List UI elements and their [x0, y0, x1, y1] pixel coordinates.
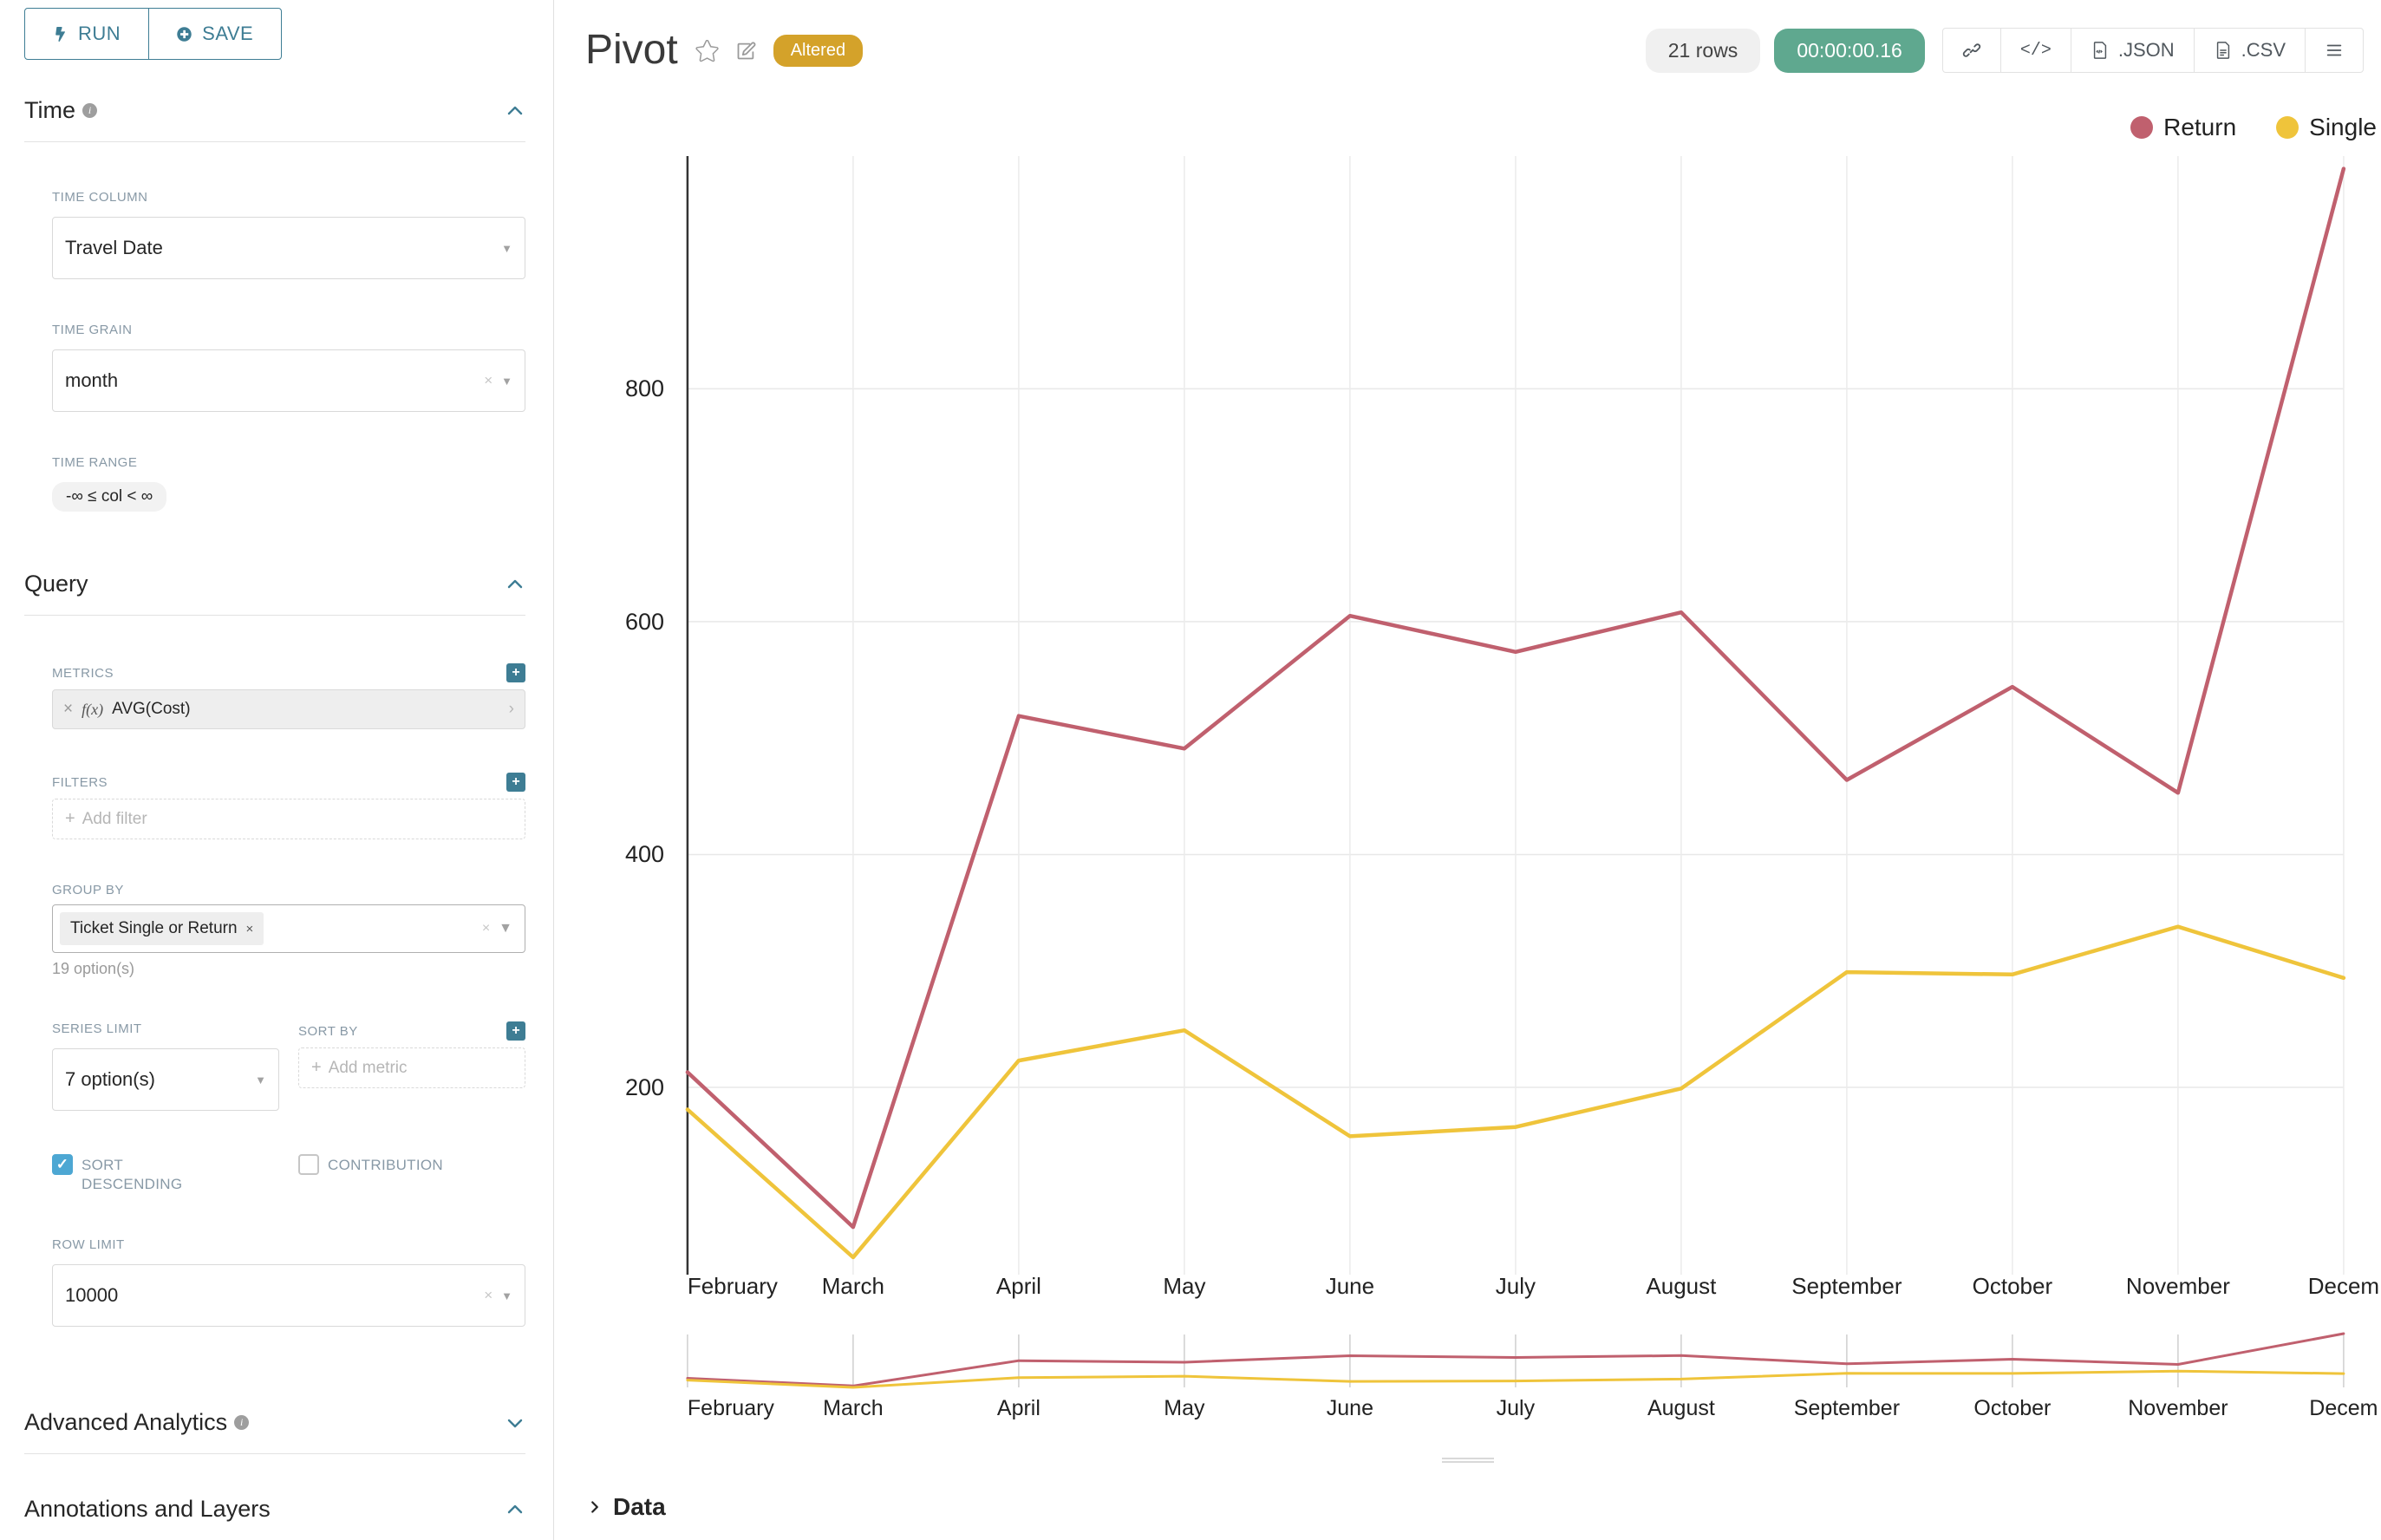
- svg-text:200: 200: [625, 1074, 664, 1100]
- svg-text:July: July: [1497, 1396, 1536, 1420]
- svg-text:May: May: [1164, 1396, 1205, 1420]
- svg-text:October: October: [1973, 1396, 2051, 1420]
- svg-text:November: November: [2126, 1273, 2230, 1299]
- svg-text:400: 400: [625, 841, 664, 867]
- svg-text:May: May: [1163, 1273, 1205, 1299]
- svg-text:November: November: [2128, 1396, 2228, 1420]
- svg-text:July: July: [1496, 1273, 1536, 1299]
- svg-text:February: February: [688, 1273, 778, 1299]
- svg-text:800: 800: [625, 375, 664, 401]
- svg-text:August: August: [1647, 1396, 1715, 1420]
- svg-text:February: February: [688, 1396, 775, 1420]
- svg-text:September: September: [1791, 1273, 1902, 1299]
- svg-text:September: September: [1794, 1396, 1900, 1420]
- svg-text:April: April: [997, 1396, 1040, 1420]
- svg-text:June: June: [1326, 1273, 1374, 1299]
- svg-text:600: 600: [625, 609, 664, 635]
- svg-text:June: June: [1327, 1396, 1373, 1420]
- svg-text:Decem: Decem: [2309, 1396, 2378, 1420]
- svg-text:August: August: [1646, 1273, 1717, 1299]
- svg-text:March: March: [822, 1273, 884, 1299]
- svg-text:Decem: Decem: [2308, 1273, 2379, 1299]
- svg-text:October: October: [1973, 1273, 2053, 1299]
- svg-text:April: April: [996, 1273, 1041, 1299]
- svg-text:March: March: [823, 1396, 883, 1420]
